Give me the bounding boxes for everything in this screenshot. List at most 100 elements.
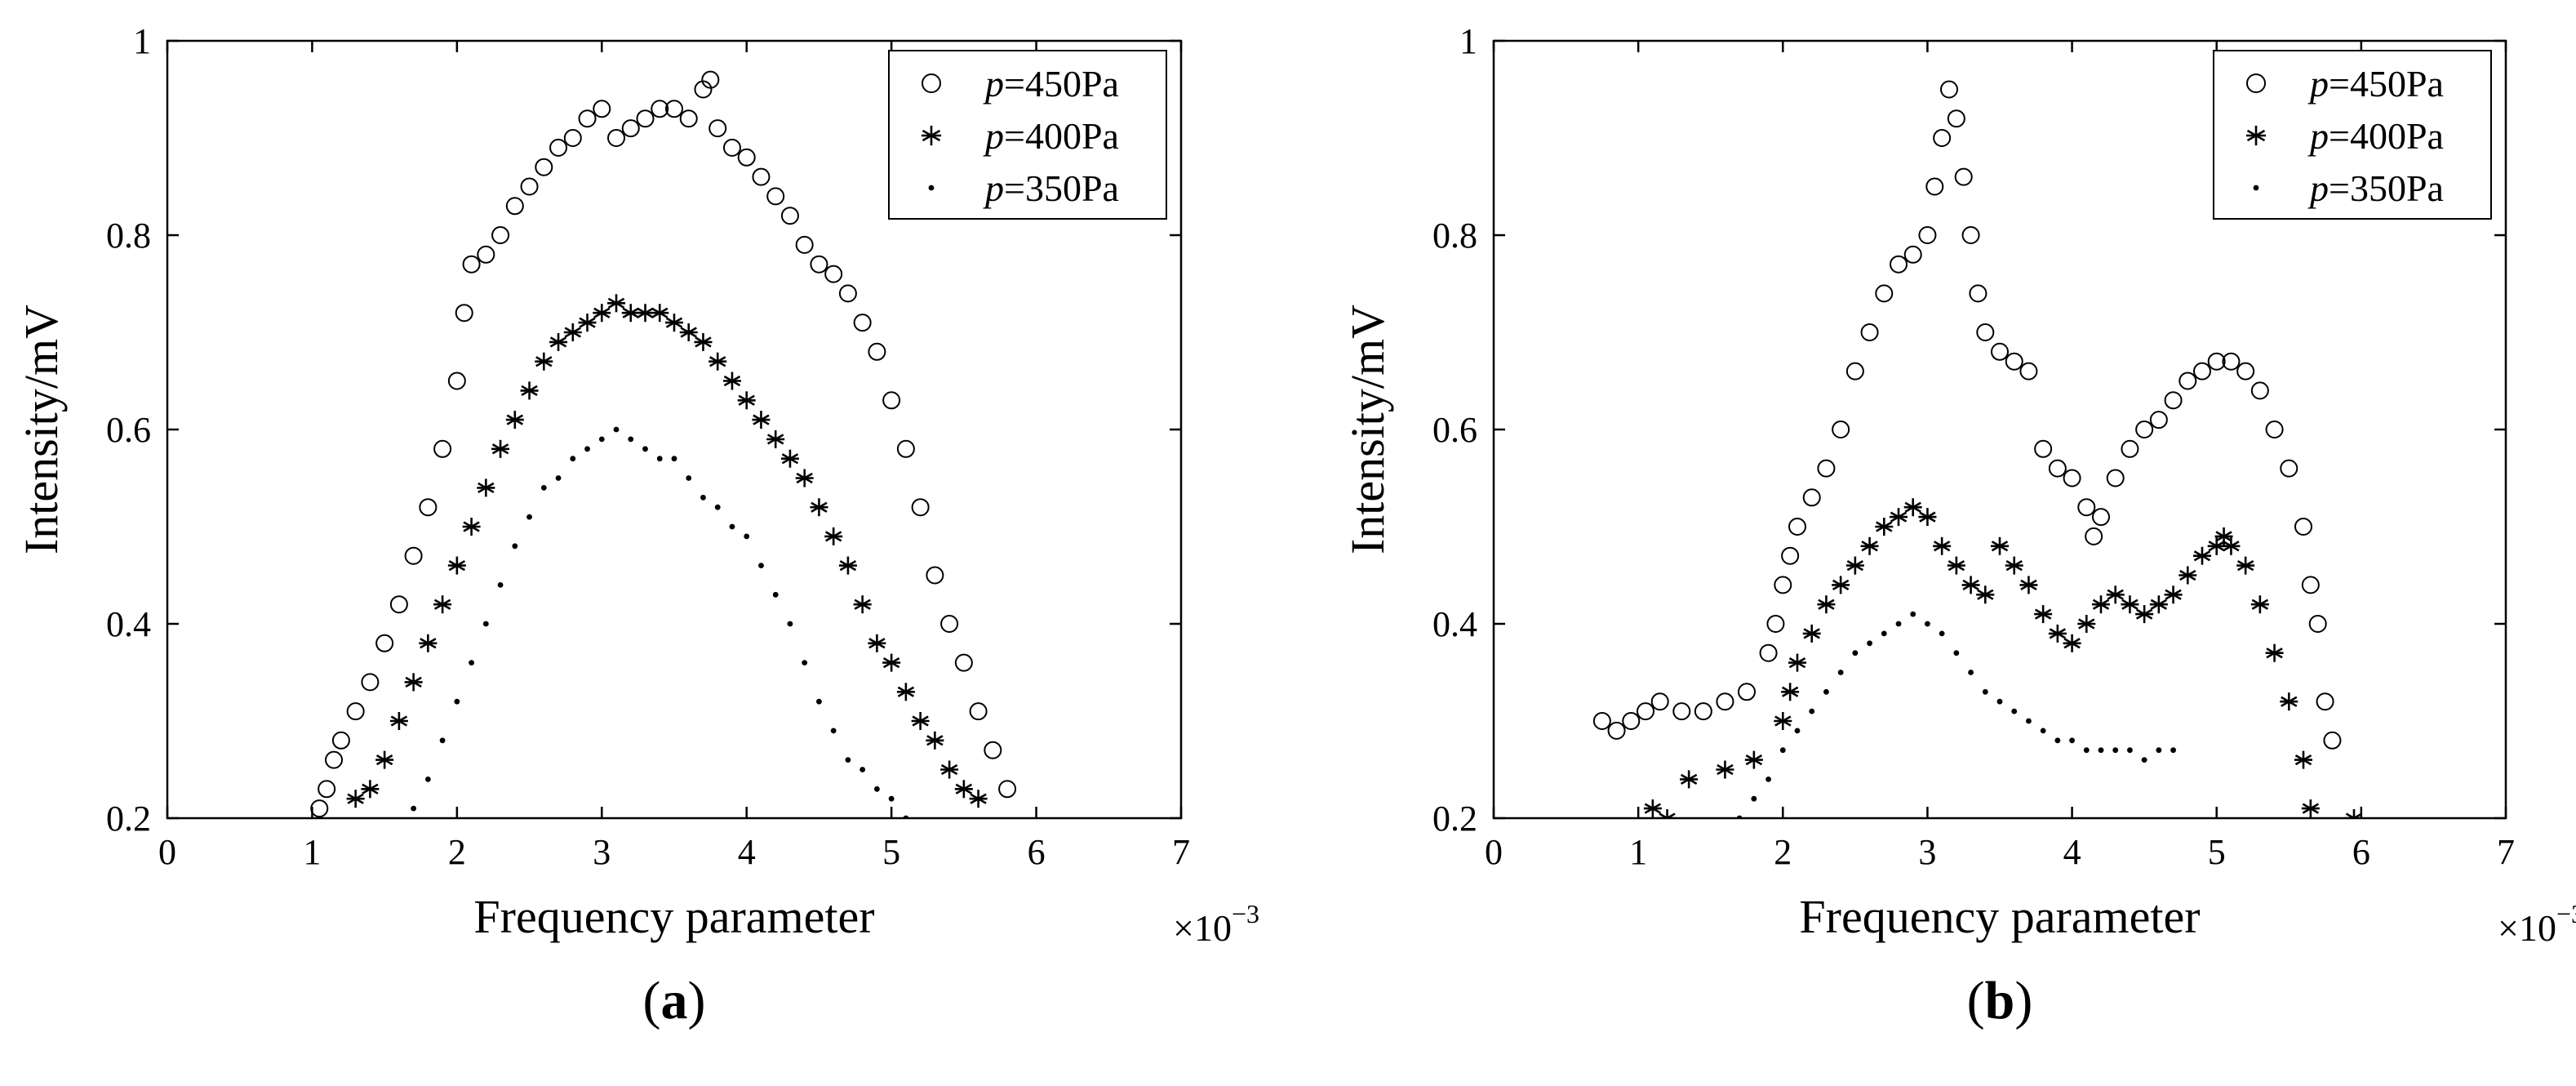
data-point bbox=[1744, 750, 1763, 769]
data-point bbox=[1939, 630, 1945, 637]
data-markers bbox=[310, 70, 1017, 818]
series-p-350pa bbox=[1736, 611, 2176, 818]
data-point bbox=[984, 741, 1002, 759]
data-point bbox=[447, 556, 466, 575]
data-point bbox=[2301, 799, 2320, 818]
data-point bbox=[1903, 245, 1922, 264]
y-tick-label: 1 bbox=[1459, 21, 1477, 61]
x-tick-label: 5 bbox=[2208, 832, 2226, 872]
data-point bbox=[780, 449, 799, 468]
series-p-400pa bbox=[346, 294, 988, 808]
data-point bbox=[954, 780, 973, 799]
data-point bbox=[1823, 688, 1829, 695]
data-point bbox=[722, 138, 741, 157]
data-point bbox=[505, 197, 524, 216]
data-point bbox=[1961, 576, 1980, 594]
data-point bbox=[2316, 692, 2334, 711]
data-point bbox=[389, 595, 408, 614]
data-point bbox=[896, 439, 915, 458]
legend-label: p=400Pa bbox=[983, 115, 1119, 157]
data-point bbox=[1918, 226, 1937, 244]
data-point bbox=[2083, 747, 2090, 754]
x-tick-label: 4 bbox=[738, 832, 756, 872]
x-tick-label: 0 bbox=[1485, 832, 1503, 872]
data-point bbox=[795, 469, 814, 487]
data-point bbox=[491, 226, 510, 244]
data-point bbox=[2250, 595, 2269, 614]
data-point bbox=[2106, 469, 2125, 487]
data-point bbox=[1658, 809, 1677, 818]
data-point bbox=[679, 323, 698, 341]
x-tick-label: 7 bbox=[2497, 832, 2515, 872]
series-p-400pa bbox=[1643, 498, 2363, 818]
data-point bbox=[714, 504, 721, 510]
data-point bbox=[325, 750, 344, 769]
data-point bbox=[810, 498, 828, 517]
data-point bbox=[593, 100, 611, 118]
data-point bbox=[1751, 795, 1757, 802]
data-point bbox=[766, 430, 785, 448]
data-point bbox=[2112, 747, 2119, 754]
data-point bbox=[2019, 362, 2038, 381]
data-point bbox=[969, 702, 988, 721]
data-point bbox=[2005, 352, 2023, 371]
data-point bbox=[375, 634, 394, 652]
data-point bbox=[1759, 643, 1778, 662]
data-point bbox=[2048, 624, 2067, 643]
legend-label: p=350Pa bbox=[2307, 167, 2444, 209]
data-point bbox=[2040, 728, 2046, 734]
data-point bbox=[1940, 80, 1958, 99]
data-point bbox=[1969, 284, 1988, 303]
data-point bbox=[2121, 439, 2139, 458]
data-point bbox=[2280, 459, 2298, 478]
data-point bbox=[2098, 747, 2104, 754]
panel-label: (a) bbox=[643, 971, 706, 1030]
data-point bbox=[404, 673, 423, 692]
data-point bbox=[310, 799, 329, 818]
data-point bbox=[2222, 536, 2241, 555]
legend-label: p=350Pa bbox=[983, 167, 1119, 209]
data-point bbox=[2092, 508, 2110, 527]
data-point bbox=[2345, 809, 2363, 818]
data-point bbox=[651, 100, 669, 118]
data-point bbox=[853, 314, 872, 332]
data-point bbox=[477, 245, 495, 264]
data-point bbox=[1774, 712, 1792, 730]
data-point bbox=[2294, 750, 2312, 769]
data-point bbox=[1694, 702, 1712, 721]
data-point bbox=[497, 582, 504, 588]
y-tick-label: 0.2 bbox=[106, 799, 151, 839]
data-point bbox=[2121, 595, 2139, 614]
data-point bbox=[1765, 777, 1771, 782]
data-point bbox=[665, 314, 683, 332]
x-tick-label: 0 bbox=[158, 832, 176, 872]
data-point bbox=[642, 446, 648, 452]
data-point bbox=[2011, 708, 2018, 714]
data-point bbox=[598, 436, 605, 443]
x-tick-label: 2 bbox=[1774, 832, 1792, 872]
y-tick-label: 0.4 bbox=[106, 604, 151, 644]
data-point bbox=[926, 731, 944, 750]
data-point bbox=[1672, 702, 1691, 721]
data-point bbox=[882, 391, 901, 410]
data-point bbox=[911, 498, 930, 517]
data-point bbox=[1933, 536, 1952, 555]
data-point bbox=[439, 737, 446, 744]
data-point bbox=[404, 546, 423, 565]
data-point bbox=[462, 518, 481, 536]
data-point bbox=[1918, 508, 1937, 527]
data-point bbox=[433, 439, 452, 458]
data-point bbox=[926, 566, 944, 585]
data-point bbox=[520, 381, 539, 400]
data-point bbox=[2034, 605, 2053, 624]
x-tick-label: 6 bbox=[1028, 832, 1046, 872]
data-point bbox=[1947, 556, 1965, 575]
data-point bbox=[2294, 518, 2312, 536]
data-point bbox=[708, 119, 727, 138]
data-point bbox=[665, 100, 683, 118]
data-point bbox=[2323, 731, 2342, 750]
data-point bbox=[454, 698, 460, 705]
data-point bbox=[2077, 615, 2096, 633]
data-point bbox=[656, 456, 663, 462]
data-point bbox=[455, 304, 473, 323]
